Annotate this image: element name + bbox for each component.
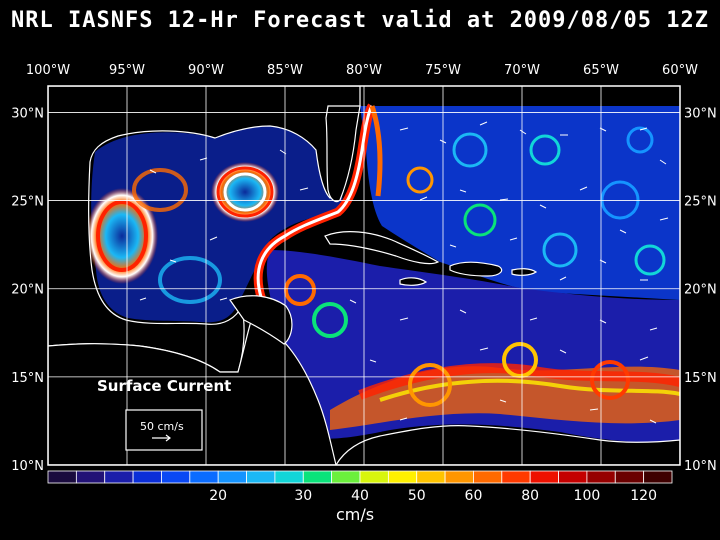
colorbar-segment <box>586 470 616 484</box>
latitude-labels-left: 30°N 25°N 20°N 15°N 10°N <box>11 106 44 474</box>
colorbar-segment <box>47 470 77 484</box>
atlantic-field <box>360 106 680 300</box>
colorbar-tick-label: 20 <box>209 488 227 504</box>
colorbar-segment <box>132 470 162 484</box>
surface-current-label: Surface Current <box>97 377 231 395</box>
colorbar-segment <box>501 470 531 484</box>
colorbar-tick-label: 50 <box>408 488 426 504</box>
colorbar-tick-label: 30 <box>294 488 312 504</box>
caribbean-eddies <box>284 274 630 407</box>
colorbar-segment <box>189 470 219 484</box>
yucatan-land <box>229 295 293 345</box>
colorbar-segment <box>104 470 134 484</box>
lon-tick-label: 60°W <box>662 63 698 78</box>
colorbar-segment <box>614 470 645 484</box>
puerto-rico-land <box>511 268 538 276</box>
colorbar-segment <box>75 470 106 484</box>
lat-tick-label-left: 30°N <box>11 106 44 121</box>
colorbar-segment <box>217 470 247 484</box>
colorbar-segment <box>331 470 361 484</box>
lat-tick-label-right: 15°N <box>684 371 717 386</box>
lon-tick-label: 75°W <box>425 63 461 78</box>
jamaica-land <box>399 277 428 286</box>
lat-tick-label-left: 20°N <box>11 283 44 298</box>
colorbar-tick-label: 80 <box>521 488 539 504</box>
south-america-land <box>335 425 680 465</box>
hispaniola-land <box>449 261 503 277</box>
lat-tick-label-right: 10°N <box>684 459 717 474</box>
colorbar-segment <box>416 470 446 484</box>
atlantic-eddies <box>406 126 666 276</box>
lon-tick-label: 65°W <box>583 63 619 78</box>
cuba-land <box>324 231 440 265</box>
colorbar-tick-label: 120 <box>630 488 657 504</box>
lat-tick-label-right: 25°N <box>684 195 717 210</box>
eddy-central <box>211 162 279 222</box>
lon-tick-label: 70°W <box>504 63 540 78</box>
longitude-labels: 100°W 95°W 90°W 85°W 80°W 75°W 70°W 65°W 60°W <box>26 63 698 78</box>
lat-tick-label-right: 20°N <box>684 283 717 298</box>
colorbar-tick-label: 40 <box>351 488 369 504</box>
latitude-labels-right: 30°N 25°N 20°N 15°N 10°N <box>684 106 717 474</box>
colorbar-tick-label: 60 <box>465 488 483 504</box>
reference-vector-box: 50 cm/s <box>125 409 203 451</box>
colorbar-segment <box>274 470 304 484</box>
lon-tick-label: 90°W <box>188 63 224 78</box>
colorbar-segment <box>444 470 474 484</box>
colorbar-segment <box>246 470 276 484</box>
lon-tick-label: 85°W <box>267 63 303 78</box>
colorbar-units: cm/s <box>336 505 374 524</box>
lat-tick-label-right: 30°N <box>684 106 717 121</box>
colorbar-segment <box>359 470 389 484</box>
colorbar-segment <box>558 470 588 484</box>
lat-tick-label-left: 25°N <box>11 195 44 210</box>
colorbar-segment <box>473 470 503 484</box>
colorbar-segment <box>161 470 191 484</box>
colorbar-segment <box>643 470 673 484</box>
lon-tick-label: 100°W <box>26 63 70 78</box>
colorbar-tick-label: 100 <box>574 488 601 504</box>
lat-tick-label-left: 10°N <box>11 459 44 474</box>
lon-tick-label: 80°W <box>346 63 382 78</box>
page-title: NRL IASNFS 12-Hr Forecast valid at 2009/… <box>10 8 709 33</box>
lon-tick-label: 95°W <box>109 63 145 78</box>
grid-lines <box>48 86 680 465</box>
reference-vector-label: 50 cm/s <box>140 420 184 433</box>
colorbar <box>47 470 673 484</box>
gulf-of-mexico-field <box>91 124 343 323</box>
lat-tick-label-left: 15°N <box>11 371 44 386</box>
colorbar-segment <box>387 470 418 484</box>
colorbar-segment <box>302 470 333 484</box>
land-masses <box>48 86 680 465</box>
colorbar-segment <box>529 470 559 484</box>
colorbar-labels: 20 30 40 50 60 80 100 120 <box>209 488 657 504</box>
